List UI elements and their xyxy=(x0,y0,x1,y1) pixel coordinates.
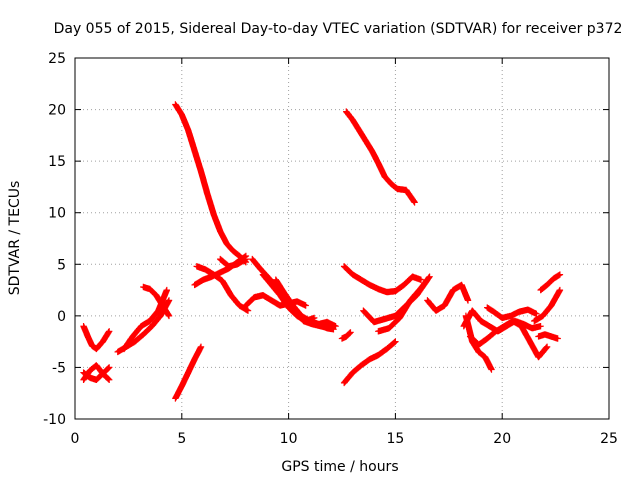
x-tick-label: 25 xyxy=(600,431,618,447)
x-tick-label: 20 xyxy=(493,431,511,447)
data-point-track xyxy=(80,322,113,353)
series-track-7 xyxy=(172,343,205,402)
series-track-6 xyxy=(140,283,173,320)
x-tick-label: 0 xyxy=(71,431,80,447)
series-track-1 xyxy=(80,322,113,353)
series-track-29 xyxy=(537,271,564,294)
x-tick-label: 5 xyxy=(177,431,186,447)
data-point-track xyxy=(340,338,399,387)
series-track-16 xyxy=(306,317,339,330)
data-point-track xyxy=(535,331,561,342)
y-tick-label: 0 xyxy=(57,309,66,325)
chart-title: Day 055 of 2015, Sidereal Day-to-day VTE… xyxy=(54,21,623,37)
y-tick-label: 20 xyxy=(48,103,66,119)
data-point-track xyxy=(140,283,173,320)
series-track-10 xyxy=(193,263,252,314)
series-track-18 xyxy=(343,108,418,206)
x-axis-label: GPS time / hours xyxy=(281,459,398,475)
data-point-track xyxy=(340,263,425,296)
y-tick-label: 25 xyxy=(48,51,66,67)
data-point-track xyxy=(424,281,472,314)
y-tick-label: 5 xyxy=(57,257,66,273)
grid xyxy=(75,58,609,419)
x-tick-label: 15 xyxy=(386,431,404,447)
series-track-11 xyxy=(217,255,250,270)
series-track-27 xyxy=(484,304,540,322)
data-point-track xyxy=(338,329,354,342)
series-track-30 xyxy=(535,331,561,342)
data-point-track xyxy=(484,304,540,322)
series-track-8 xyxy=(172,101,250,266)
data-point-track xyxy=(172,343,205,402)
data-point-track xyxy=(343,108,418,206)
data-point-track xyxy=(375,273,433,335)
series-track-20 xyxy=(340,338,399,387)
y-tick-label: -10 xyxy=(43,412,66,428)
axis-ticks: 0 5 10 15 20 25 -10 -5 0 5 10 15 20 25 xyxy=(43,51,618,447)
y-axis-label: SDTVAR / TECUs xyxy=(7,181,23,296)
data-point-track xyxy=(306,317,339,330)
series-track-17 xyxy=(338,329,354,342)
y-tick-label: 15 xyxy=(48,154,66,170)
data-point-track xyxy=(466,317,551,361)
data-point-track xyxy=(531,286,564,325)
data-point-track xyxy=(172,101,250,266)
series-track-26 xyxy=(466,317,551,361)
series-track-23 xyxy=(424,281,472,314)
series-track-28 xyxy=(531,286,564,325)
x-tick-label: 10 xyxy=(280,431,298,447)
y-tick-label: -5 xyxy=(52,360,66,376)
y-tick-label: 10 xyxy=(48,206,66,222)
data-point-track xyxy=(193,263,252,314)
data-point-track xyxy=(217,255,250,270)
data-point-track xyxy=(80,362,113,384)
series-track-19 xyxy=(340,263,425,296)
series-track-22 xyxy=(375,273,433,335)
series-track-3 xyxy=(80,362,113,384)
data-point-track xyxy=(537,271,564,294)
data-points xyxy=(80,101,564,402)
plot-frame xyxy=(74,57,610,420)
